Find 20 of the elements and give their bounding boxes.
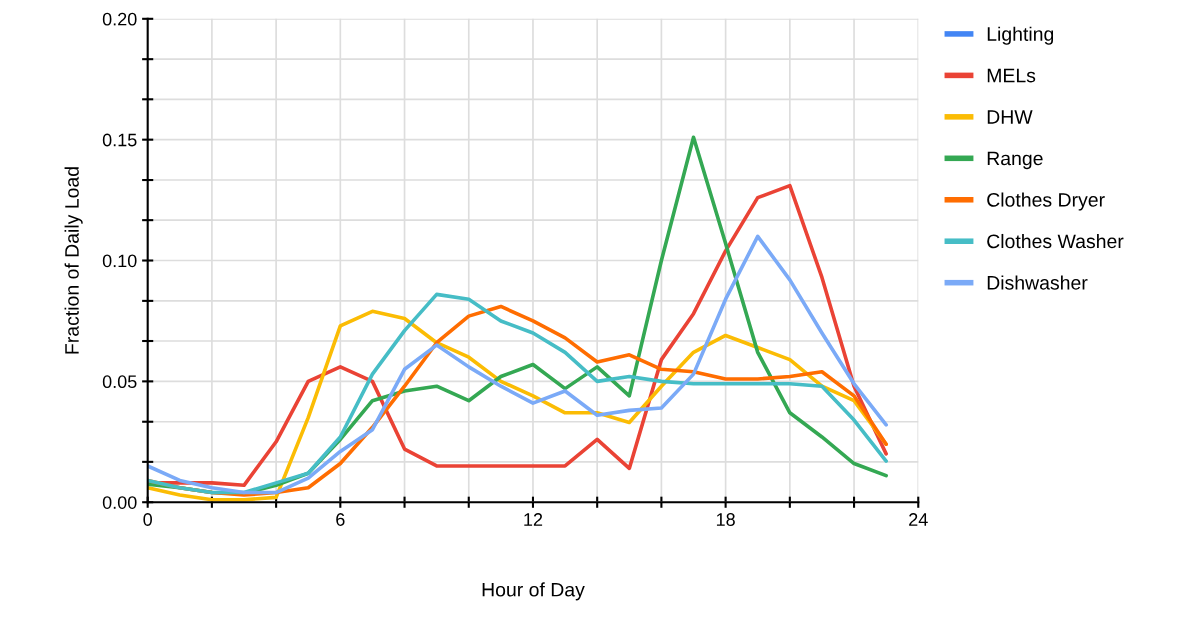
legend-label: Dishwasher [987, 275, 1088, 290]
legend-label: Clothes Dryer [987, 192, 1105, 211]
y-axis-title: Fraction of Daily Load [64, 167, 83, 354]
x-tick-label: 18 [716, 513, 735, 526]
legend-label: Lighting [987, 26, 1054, 45]
line-series [147, 234, 888, 495]
legend-label: Clothes Washer [987, 233, 1124, 249]
legend-label: DHW [987, 110, 1033, 124]
legend-label: Range [987, 151, 1043, 170]
y-tick-label: 0.20 [102, 12, 137, 26]
x-tick-label: 6 [336, 513, 345, 526]
legend-label: MELs [987, 68, 1036, 83]
y-tick-label: 0.10 [102, 254, 137, 268]
x-tick-label: 12 [524, 513, 543, 526]
x-axis-title: Hour of Day [482, 582, 585, 601]
y-tick-label: 0.05 [102, 375, 137, 389]
y-tick-label: 0.00 [102, 496, 137, 509]
x-tick-label: 0 [143, 513, 152, 526]
x-tick-label: 24 [909, 513, 928, 526]
y-tick-label: 0.15 [102, 133, 137, 147]
